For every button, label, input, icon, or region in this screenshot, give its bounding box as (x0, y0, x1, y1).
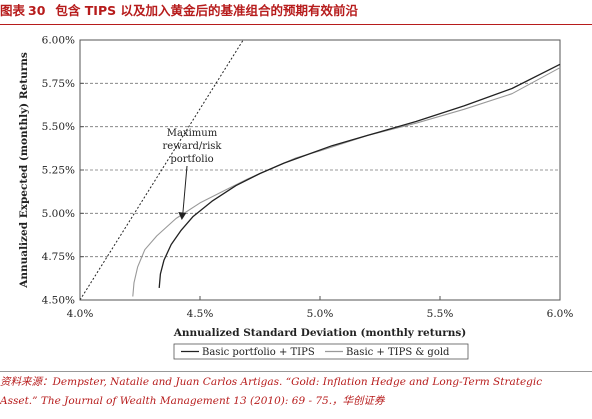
legend-box (173, 343, 469, 360)
annotation-line-1: Maximum (167, 128, 218, 139)
series-tips-line (158, 63, 561, 288)
legend-label-tips: Basic portfolio + TIPS (202, 347, 315, 358)
efficient-frontier-chart: 4.50% 4.75% 5.00% 5.25% 5.50% 5.75% 6.00% 4.0% 4… (18, 35, 574, 360)
x-tick-label: 4.0% (67, 308, 94, 320)
series-layer (79, 39, 561, 301)
figure-source: 资料来源：Dempster, Natalie and Juan Carlos A… (0, 371, 592, 411)
figure-label: 图表 (0, 3, 26, 18)
annotation-arrow (182, 165, 188, 215)
figure-title: 包含 TIPS 以及加入黄金后的基准组合的预期有效前沿 (55, 3, 358, 18)
figure-number: 30 (28, 3, 46, 18)
grid-lines (80, 82, 560, 258)
x-tick-label: 4.5% (187, 308, 214, 320)
annotation-line-2: reward/risk (163, 141, 223, 152)
x-tick-label: 6.0% (547, 308, 574, 320)
figure-header: 图表 30 包含 TIPS 以及加入黄金后的基准组合的预期有效前沿 (0, 0, 592, 25)
legend: Basic portfolio + TIPS Basic + TIPS & go… (173, 343, 469, 360)
annotation-arrowhead (178, 212, 187, 220)
legend-label-gold: Basic + TIPS & gold (346, 347, 450, 358)
y-tick-label: 5.25% (42, 165, 75, 177)
y-tick-label: 4.50% (42, 295, 75, 307)
source-line-1: 资料来源：Dempster, Natalie and Juan Carlos A… (0, 376, 543, 388)
x-tick-label: 5.5% (427, 308, 454, 320)
capital-market-line (79, 39, 244, 301)
y-axis-title: Annualized Expected (monthly) Returns (18, 52, 30, 289)
series-tips-gold-line (132, 67, 561, 297)
x-tick-label: 5.0% (307, 308, 334, 320)
annotation: Maximum reward/risk portfolio (163, 128, 223, 220)
tick-labels: 4.50% 4.75% 5.00% 5.25% 5.50% 5.75% 6.00% 4.0% 4… (42, 35, 574, 321)
x-axis-title: Annualized Standard Deviation (monthly r… (173, 327, 467, 339)
y-tick-label: 5.50% (42, 121, 75, 133)
y-tick-label: 4.75% (42, 251, 75, 263)
source-line-2: Asset.” The Journal of Wealth Management… (0, 395, 385, 407)
y-tick-label: 5.75% (42, 78, 75, 90)
y-tick-label: 5.00% (42, 208, 75, 220)
annotation-line-3: portfolio (170, 154, 213, 165)
y-tick-label: 6.00% (42, 35, 75, 47)
